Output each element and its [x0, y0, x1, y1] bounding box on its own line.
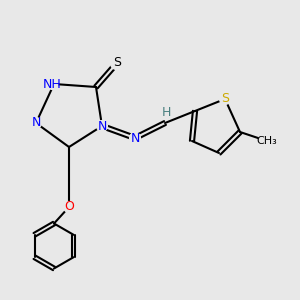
Circle shape [130, 133, 140, 143]
Text: S: S [221, 92, 229, 106]
Text: H: H [162, 106, 171, 119]
Text: N: N [97, 119, 107, 133]
Circle shape [31, 118, 41, 128]
Circle shape [47, 79, 58, 89]
Text: N: N [31, 116, 41, 130]
Text: NH: NH [43, 77, 62, 91]
Circle shape [161, 107, 172, 118]
Text: O: O [64, 200, 74, 214]
Circle shape [97, 121, 107, 131]
Text: S: S [113, 56, 121, 70]
Circle shape [110, 56, 124, 70]
Circle shape [220, 94, 230, 104]
Text: CH₃: CH₃ [256, 136, 278, 146]
Circle shape [64, 202, 74, 212]
Text: N: N [130, 131, 140, 145]
Circle shape [259, 133, 275, 149]
